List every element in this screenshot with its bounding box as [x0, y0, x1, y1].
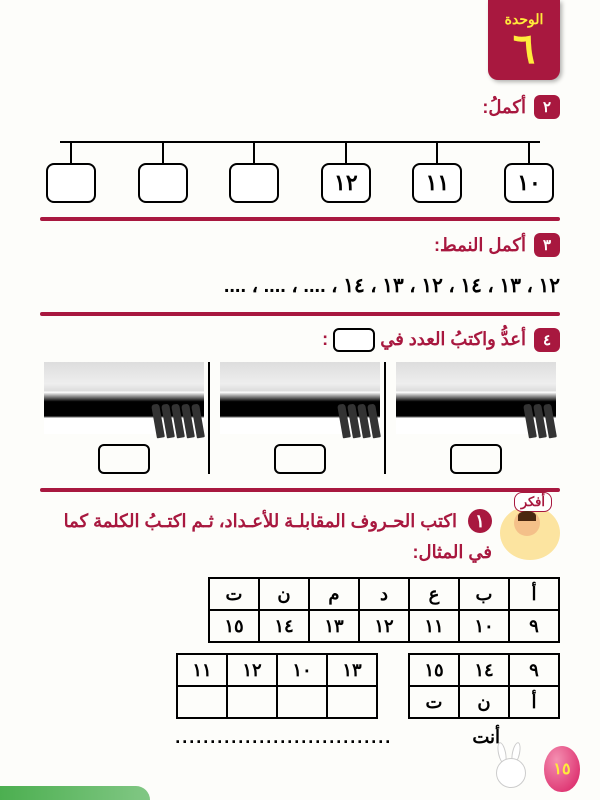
nl-box-2[interactable]: ١٢ — [321, 163, 371, 203]
think-badge: ١ — [468, 509, 492, 533]
cell: ١٤ — [459, 654, 509, 686]
unit-tab: الوحدة ٦ — [488, 0, 560, 80]
exercise-4: ٤ أعدُّ واكتبُ العدد في : — [40, 328, 560, 492]
count-panel-1 — [392, 362, 560, 474]
answer-blank[interactable]: ............................... — [175, 727, 392, 748]
count-panel-3 — [40, 362, 210, 474]
number-line: ١٠ ١١ ١٢ — [40, 129, 560, 209]
nl-box-0[interactable]: ١٠ — [504, 163, 554, 203]
ex2-badge: ٢ — [534, 95, 560, 119]
cell: أ — [509, 578, 559, 610]
unit-number: ٦ — [513, 28, 536, 70]
cell: ع — [409, 578, 459, 610]
cell[interactable] — [177, 686, 227, 718]
cell: ١٢ — [359, 610, 409, 642]
ex2-title: أكملُ: — [482, 97, 526, 118]
ex4-badge: ٤ — [534, 328, 560, 352]
ex3-title: أكمل النمط: — [434, 235, 526, 256]
cell: ن — [459, 686, 509, 718]
exercise-table-left: ١٣ ١٠ ١٢ ١١ — [176, 653, 378, 719]
cell: ن — [259, 578, 309, 610]
count-box-2[interactable] — [274, 444, 326, 474]
inline-answer-box — [333, 328, 375, 352]
cell: ١٣ — [309, 610, 359, 642]
cell: ١٠ — [459, 610, 509, 642]
bunny-icon — [488, 742, 538, 792]
exercise-2: ٢ أكملُ: ١٠ ١١ ١٢ — [40, 95, 560, 221]
cell: أ — [509, 686, 559, 718]
cell[interactable] — [227, 686, 277, 718]
page-footer: ١٥ — [488, 742, 580, 792]
count-panel-2 — [216, 362, 386, 474]
think-label: أفكر — [514, 492, 552, 512]
nl-box-5[interactable] — [46, 163, 96, 203]
cell: ١٠ — [277, 654, 327, 686]
think-instruction: ١ اكتب الحـروف المقابلـة للأعـداد، ثـم ا… — [40, 506, 492, 567]
cell: د — [359, 578, 409, 610]
think-child-icon: أفكر — [500, 506, 560, 560]
cell: ٩ — [509, 610, 559, 642]
nl-box-3[interactable] — [229, 163, 279, 203]
pattern-sequence: ١٢ ، ١٣ ، ١٤ ، ١٢ ، ١٣ ، ١٤ ، .... ، ...… — [40, 267, 560, 304]
nl-box-4[interactable] — [138, 163, 188, 203]
page-number-egg: ١٥ — [544, 746, 580, 792]
cell: ١٤ — [259, 610, 309, 642]
answer-row: أنت ............................... — [40, 727, 560, 748]
think-section: أفكر ١ اكتب الحـروف المقابلـة للأعـداد، … — [40, 506, 560, 567]
ex3-badge: ٣ — [534, 233, 560, 257]
exercise-3: ٣ أكمل النمط: ١٢ ، ١٣ ، ١٤ ، ١٢ ، ١٣ ، ١… — [40, 233, 560, 316]
nl-box-1[interactable]: ١١ — [412, 163, 462, 203]
cell: ٩ — [509, 654, 559, 686]
count-box-1[interactable] — [450, 444, 502, 474]
cell: ١٢ — [227, 654, 277, 686]
grass-decoration — [0, 786, 150, 800]
cell: ١٥ — [409, 654, 459, 686]
page-content: ٢ أكملُ: ١٠ ١١ ١٢ ٣ أكمل النمط: ١٢ ، ١٣ … — [0, 0, 600, 768]
count-box-3[interactable] — [98, 444, 150, 474]
cell: م — [309, 578, 359, 610]
ex4-title: أعدُّ واكتبُ العدد في : — [322, 328, 526, 352]
cell: ١١ — [409, 610, 459, 642]
cell: ١٣ — [327, 654, 377, 686]
cell: ت — [409, 686, 459, 718]
cell: ب — [459, 578, 509, 610]
cell: ١١ — [177, 654, 227, 686]
cell[interactable] — [277, 686, 327, 718]
main-table: أ ب ع د م ن ت ٩ ١٠ ١١ ١٢ ١٣ ١٤ ١٥ — [40, 577, 560, 643]
cell: ت — [209, 578, 259, 610]
cell: ١٥ — [209, 610, 259, 642]
example-table-right: ٩ ١٤ ١٥ أ ن ت — [408, 653, 560, 719]
cell[interactable] — [327, 686, 377, 718]
